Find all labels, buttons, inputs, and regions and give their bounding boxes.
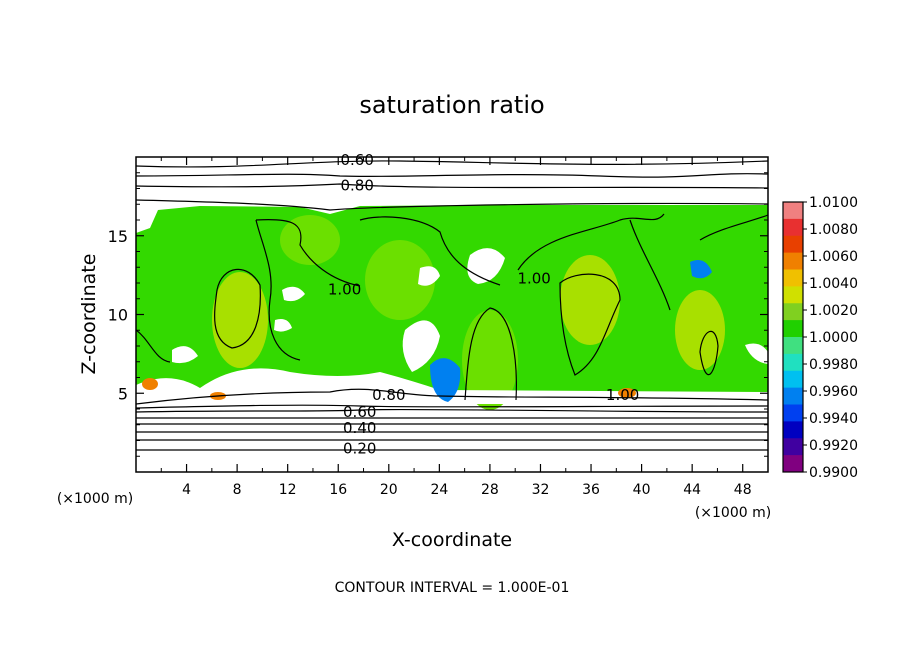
x-axis: 4 8 12 16 20 24 28 32 36 40 44 48 xyxy=(160,157,752,498)
x-tick-label: 40 xyxy=(633,482,651,498)
contour-label: 1.00 xyxy=(517,269,550,287)
clear-patch xyxy=(274,319,292,332)
contour-label: 0.20 xyxy=(343,439,376,457)
colorbar-swatch xyxy=(783,455,803,473)
low-saturation-patch xyxy=(430,358,461,402)
contour-line xyxy=(699,214,768,241)
contour-labels: 0.600.801.001.000.80 1.000.600.400.20 xyxy=(328,151,639,457)
clear-patch xyxy=(402,320,440,372)
contour-lines xyxy=(136,160,768,451)
x-tick-label: 24 xyxy=(430,482,448,498)
y-tick-label: 15 xyxy=(108,227,128,246)
contour-label: 0.60 xyxy=(340,151,373,169)
x-tick-label: 28 xyxy=(481,482,499,498)
colorbar-label: 0.9940 xyxy=(809,411,858,427)
colorbar-label: 1.0000 xyxy=(809,330,858,346)
x-unit-right: (×1000 m) xyxy=(695,505,771,521)
clear-patch xyxy=(418,266,440,286)
y-axis-label: Z-coordinate xyxy=(78,254,100,375)
field-blob xyxy=(212,272,268,368)
saturation-field xyxy=(136,200,768,410)
y-tick-label: 10 xyxy=(108,306,128,325)
y-axis: 5 10 15 xyxy=(108,172,768,457)
contour-line xyxy=(136,160,768,168)
contour-line xyxy=(464,307,517,401)
clear-patch xyxy=(745,343,768,364)
colorbar-swatch xyxy=(783,252,803,270)
field-blob xyxy=(462,310,518,410)
colorbar-swatch xyxy=(783,218,803,237)
x-tick-label: 12 xyxy=(279,482,297,498)
x-tick-label: 4 xyxy=(182,482,191,498)
contour-line xyxy=(214,268,261,349)
x-tick-label: 44 xyxy=(683,482,701,498)
x-tick-label: 36 xyxy=(582,482,600,498)
contour-line xyxy=(136,404,768,409)
contour-label: 0.40 xyxy=(343,419,376,437)
contour-line xyxy=(629,219,671,311)
contour-line xyxy=(255,218,361,287)
contour-line xyxy=(136,408,768,413)
low-saturation-patch xyxy=(690,259,712,279)
field-blob xyxy=(675,290,725,370)
colorbar-label: 1.0100 xyxy=(809,195,858,211)
contour-label: 1.00 xyxy=(606,386,639,404)
warm-spot xyxy=(618,388,636,398)
contour-label: 0.80 xyxy=(372,386,405,404)
field-blob xyxy=(560,255,620,345)
x-tick-label: 16 xyxy=(329,482,347,498)
colorbar-swatch xyxy=(783,438,803,456)
contour-line xyxy=(136,183,768,189)
colorbar-swatch xyxy=(783,286,803,304)
x-tick-label: 32 xyxy=(532,482,550,498)
colorbar-swatch xyxy=(783,353,803,372)
clear-patch xyxy=(282,286,305,302)
colorbar-swatch xyxy=(783,387,803,405)
colorbar-swatch xyxy=(783,337,803,355)
colorbar-swatch xyxy=(783,370,803,389)
x-axis-label: X-coordinate xyxy=(392,529,512,551)
colorbar-swatch xyxy=(783,269,803,287)
colorbar-swatch xyxy=(783,320,803,338)
colorbar-label: 1.0080 xyxy=(809,222,858,238)
contour-line xyxy=(136,199,768,211)
colorbar-swatch xyxy=(783,235,803,254)
colorbar-label: 0.9960 xyxy=(809,384,858,400)
contour-line xyxy=(559,273,621,376)
colorbar-label: 0.9980 xyxy=(809,357,858,373)
lower-clear-band xyxy=(136,368,768,404)
colorbar-label: 1.0040 xyxy=(809,276,858,292)
contour-line xyxy=(699,330,719,376)
x-unit-left: (×1000 m) xyxy=(57,491,133,507)
warm-spot xyxy=(142,378,158,390)
contour-label: 0.80 xyxy=(340,176,373,194)
colorbar-swatch xyxy=(783,303,803,321)
contour-line xyxy=(255,219,301,361)
colorbar-label: 0.9920 xyxy=(809,438,858,454)
contour-line xyxy=(517,213,665,271)
x-tick-label: 20 xyxy=(380,482,398,498)
contour-interval-note: CONTOUR INTERVAL = 1.000E-01 xyxy=(335,580,570,596)
x-tick-label: 8 xyxy=(233,482,242,498)
colorbar-swatch xyxy=(783,202,803,220)
contour-label: 1.00 xyxy=(328,280,361,298)
chart-title: saturation ratio xyxy=(359,91,544,119)
colorbar-label: 1.0020 xyxy=(809,303,858,319)
colorbar: 1.0100 1.0080 1.0060 1.0040 1.0020 1.0000 0.99… xyxy=(782,195,858,481)
field-blob xyxy=(280,215,340,265)
contour-line xyxy=(136,173,768,178)
contour-line xyxy=(359,216,501,286)
x-tick-label: 48 xyxy=(734,482,752,498)
colorbar-label: 1.0060 xyxy=(809,249,858,265)
contour-line xyxy=(136,388,768,405)
colorbar-swatch xyxy=(783,421,803,439)
colorbar-swatch xyxy=(783,404,803,422)
y-tick-label: 5 xyxy=(118,384,128,403)
contour-label: 0.60 xyxy=(343,403,376,421)
colorbar-label: 0.9900 xyxy=(809,465,858,481)
field-blob xyxy=(365,240,435,320)
contour-line xyxy=(136,329,171,363)
clear-patch xyxy=(172,346,198,364)
